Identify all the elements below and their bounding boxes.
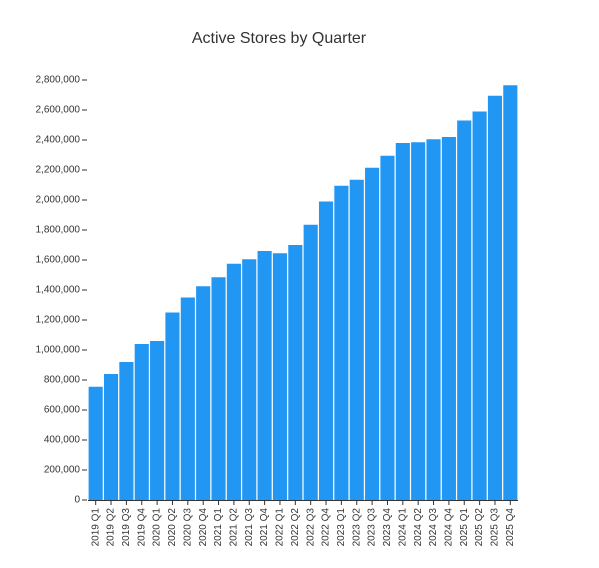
x-tick-label: 2024 Q4 [444, 508, 455, 547]
x-tick-label: 2024 Q1 [397, 508, 408, 547]
x-tick-label: 2022 Q1 [275, 508, 286, 547]
bar [211, 277, 226, 500]
bar [395, 143, 410, 500]
x-tick-label: 2025 Q3 [490, 508, 501, 547]
y-tick-label: 800,000 [44, 375, 81, 386]
bar [180, 297, 195, 500]
bar [196, 286, 211, 500]
x-tick-label: 2021 Q4 [259, 508, 270, 547]
y-tick-label: 400,000 [44, 435, 81, 446]
x-tick-label: 2023 Q1 [336, 508, 347, 547]
x-tick-label: 2024 Q2 [413, 508, 424, 547]
y-tick-label: 1,800,000 [36, 225, 81, 236]
bar [503, 85, 518, 500]
x-tick-label: 2025 Q1 [459, 508, 470, 547]
bar [226, 263, 241, 500]
bar [303, 224, 318, 500]
bar [318, 201, 334, 500]
x-tick-label: 2022 Q3 [305, 508, 316, 547]
y-tick-label: 1,200,000 [36, 315, 81, 326]
bar [257, 251, 272, 500]
x-tick-label: 2022 Q4 [321, 508, 332, 547]
bar [441, 137, 456, 500]
y-tick-label: 2,200,000 [36, 165, 81, 176]
x-tick-label: 2019 Q2 [106, 508, 117, 547]
x-tick-label: 2021 Q3 [244, 508, 255, 547]
x-tick-label: 2021 Q1 [213, 508, 224, 547]
x-tick-label: 2020 Q4 [198, 508, 209, 547]
y-tick-label: 0 [74, 495, 80, 506]
y-tick-label: 200,000 [44, 465, 81, 476]
x-tick-label: 2024 Q3 [428, 508, 439, 547]
y-tick-label: 2,000,000 [36, 195, 81, 206]
x-tick-label: 2023 Q2 [351, 508, 362, 547]
y-tick-label: 2,800,000 [36, 75, 81, 86]
bar [380, 155, 395, 500]
x-tick-label: 2019 Q1 [90, 508, 101, 547]
bar [334, 185, 349, 500]
bar [411, 142, 426, 500]
y-tick-label: 1,400,000 [36, 285, 81, 296]
bar [487, 95, 503, 500]
bar [457, 120, 472, 500]
x-tick-label: 2019 Q3 [121, 508, 132, 547]
bar [272, 253, 288, 500]
bar [134, 344, 149, 500]
x-tick-label: 2025 Q4 [505, 508, 516, 547]
x-tick-label: 2023 Q3 [367, 508, 378, 547]
bar [288, 245, 303, 500]
bar [349, 179, 364, 500]
chart-title: Active Stores by Quarter [192, 30, 367, 47]
x-tick-label: 2023 Q4 [382, 508, 393, 547]
bar [426, 139, 441, 500]
x-tick-label: 2022 Q2 [290, 508, 301, 547]
x-tick-label: 2019 Q4 [136, 508, 147, 547]
x-tick-label: 2021 Q2 [229, 508, 240, 547]
x-tick-label: 2020 Q1 [152, 508, 163, 547]
y-tick-label: 600,000 [44, 405, 81, 416]
x-tick-label: 2020 Q3 [182, 508, 193, 547]
y-tick-label: 1,000,000 [36, 345, 81, 356]
y-tick-label: 2,600,000 [36, 105, 81, 116]
bar [103, 374, 119, 500]
bar [150, 341, 165, 500]
bar [472, 111, 487, 500]
bar [242, 259, 257, 500]
bar [165, 312, 180, 500]
y-tick-label: 2,400,000 [36, 135, 81, 146]
bar [119, 362, 134, 500]
y-tick-label: 1,600,000 [36, 255, 81, 266]
bar [365, 167, 380, 500]
bar [88, 386, 103, 500]
x-tick-label: 2020 Q2 [167, 508, 178, 547]
x-tick-label: 2025 Q2 [474, 508, 485, 547]
